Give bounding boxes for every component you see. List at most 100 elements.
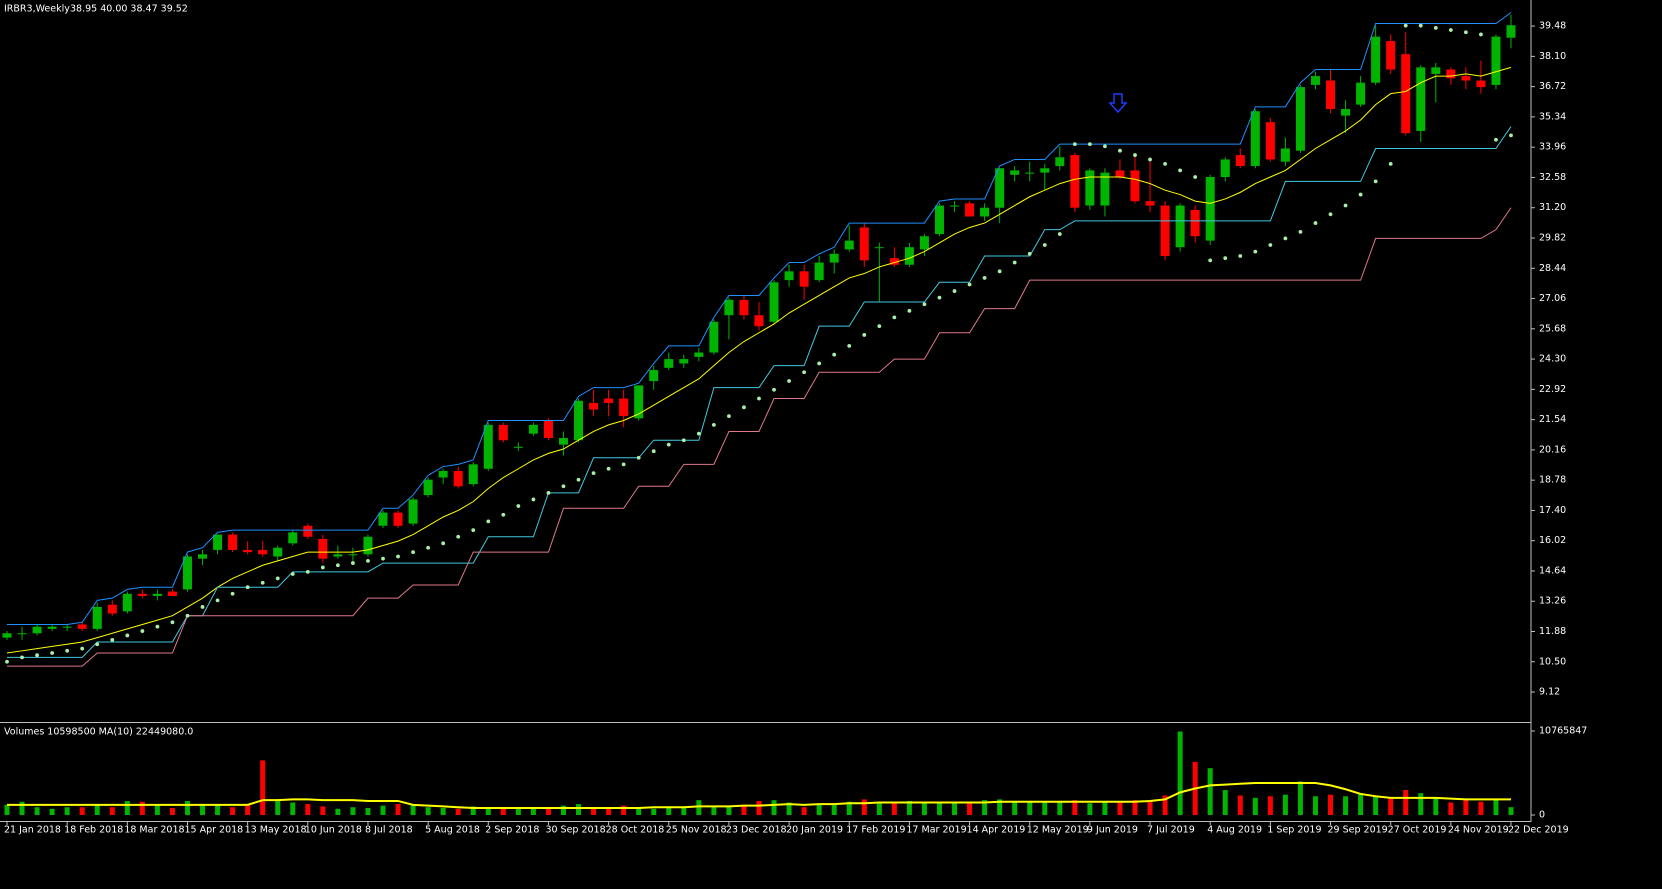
sar-dot: [802, 370, 807, 375]
candle-body: [1205, 177, 1215, 241]
volume-bar: [49, 808, 55, 815]
sar-dot: [1208, 258, 1213, 263]
volume-bar: [1403, 790, 1409, 815]
volume-bar: [786, 802, 792, 815]
candle-body: [1461, 76, 1471, 81]
sar-dot: [1328, 212, 1333, 217]
sar-dot: [1388, 161, 1393, 166]
indicator-line: [6, 66, 1512, 654]
sar-dot: [997, 269, 1002, 274]
candle-body: [739, 299, 749, 316]
candle-body: [1265, 122, 1275, 160]
sar-dot: [305, 569, 310, 574]
sar-dot: [1148, 157, 1152, 162]
sar-dot: [245, 585, 250, 590]
sar-dot: [937, 295, 942, 300]
y-tick-label: 39.48: [1539, 21, 1566, 32]
sar-dot: [1283, 236, 1288, 241]
sar-dot: [1253, 249, 1258, 254]
sar-dot: [1418, 23, 1423, 28]
volume-bar: [741, 804, 747, 815]
sar-dot: [5, 659, 9, 664]
sar-dot: [215, 598, 220, 603]
sar-dot: [1238, 254, 1243, 258]
candle-body: [619, 398, 629, 417]
sar-dot: [1448, 28, 1453, 32]
candle-body: [558, 438, 568, 445]
volume-bar: [997, 799, 1003, 815]
volume-bar: [184, 800, 190, 815]
volume-bar: [816, 804, 822, 815]
candle-body: [92, 606, 102, 629]
sar-dot: [1403, 23, 1408, 28]
candle-body: [574, 400, 584, 441]
volume-bar: [1177, 731, 1183, 815]
candle-body: [934, 205, 944, 235]
candle-body: [1175, 205, 1185, 248]
volume-bar: [245, 804, 251, 815]
volume-bar: [982, 800, 988, 815]
y-tick-label: 25.68: [1539, 323, 1566, 334]
volume-bar: [1252, 797, 1258, 815]
volume-bar: [1042, 801, 1048, 815]
x-tick-label: 18 Feb 2018: [64, 825, 123, 836]
candle-body: [859, 227, 869, 261]
x-tick-label: 12 May 2019: [1027, 825, 1089, 836]
volume-bar: [846, 801, 852, 815]
candle-body: [1010, 170, 1020, 175]
candle-body: [589, 402, 599, 410]
sar-dot: [486, 519, 491, 524]
sar-dot: [335, 563, 340, 568]
sar-dot: [877, 324, 882, 329]
volume-bar: [350, 807, 356, 815]
y-tick-label: 11.88: [1539, 626, 1566, 637]
candle-body: [844, 240, 854, 250]
sar-dot: [1494, 137, 1498, 142]
candle-body: [754, 315, 764, 327]
x-tick-label: 17 Feb 2019: [846, 825, 905, 836]
sar-dot: [1042, 243, 1047, 247]
volume-bar: [1508, 807, 1514, 815]
candle-body: [303, 525, 313, 537]
candle-body: [694, 352, 704, 357]
volume-bar: [1237, 795, 1243, 815]
sar-dot: [666, 442, 671, 447]
volume-bar: [1493, 798, 1499, 815]
sar-dot: [1223, 256, 1228, 261]
volume-bar: [1147, 800, 1153, 815]
sar-dot: [711, 422, 716, 427]
x-tick-label: 8 Jul 2018: [365, 825, 413, 836]
sar-dot: [817, 361, 822, 366]
candle-body: [1070, 155, 1080, 208]
volume-bar: [109, 807, 115, 815]
sar-dot: [1163, 161, 1167, 166]
volume-bar: [681, 807, 687, 815]
volume-bar: [515, 807, 521, 815]
volume-bar: [1478, 801, 1484, 815]
sar-dot: [982, 276, 987, 280]
volume-bar: [440, 807, 446, 815]
sar-dot: [892, 315, 897, 320]
candle-body: [604, 398, 614, 403]
x-tick-label: 21 Jan 2018: [4, 825, 61, 836]
sar-dot: [907, 308, 912, 313]
sar-dot: [140, 629, 145, 633]
candle-body: [904, 247, 914, 265]
x-tick-label: 15 Apr 2018: [184, 825, 243, 836]
y-tick-label: 16.02: [1539, 535, 1566, 546]
volume-bar: [726, 805, 732, 815]
y-tick-label: 10.50: [1539, 656, 1566, 667]
sar-dot: [1463, 30, 1468, 35]
volume-bar: [485, 807, 491, 815]
volume-bar: [1267, 796, 1273, 815]
candle-body: [1160, 205, 1170, 256]
chart-title: IRBR3,Weekly: [4, 4, 70, 15]
volume-bar: [470, 806, 476, 815]
x-tick-label: 25 Nov 2018: [666, 825, 727, 836]
x-tick-label: 2 Sep 2018: [485, 825, 539, 836]
volume-bar: [425, 807, 431, 815]
volume-bar: [34, 807, 40, 815]
volume-bar: [1463, 800, 1469, 815]
sar-dot: [260, 580, 265, 585]
y-tick-label: 31.20: [1539, 202, 1566, 213]
